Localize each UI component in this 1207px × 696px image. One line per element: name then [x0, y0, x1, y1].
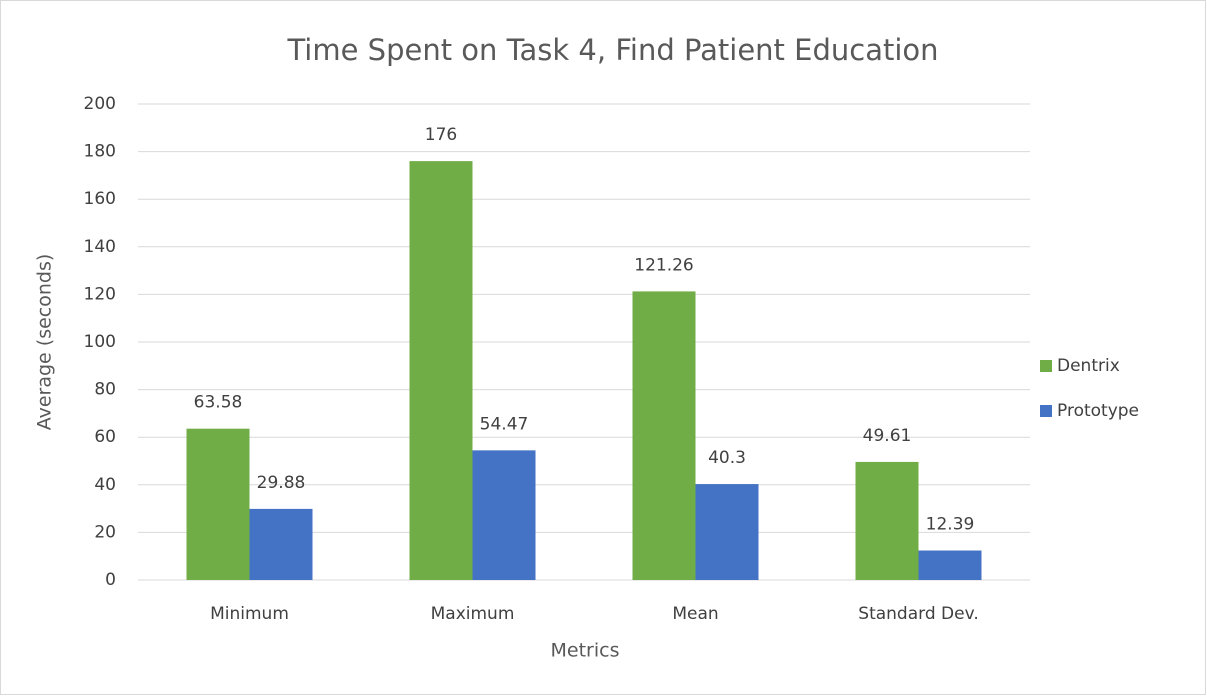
y-tick-label: 140 [84, 237, 116, 257]
y-axis-label: Average (seconds) [34, 254, 56, 431]
bar [695, 484, 759, 580]
data-label: 121.26 [634, 255, 693, 275]
y-tick-label: 200 [84, 94, 116, 114]
chart-title: Time Spent on Task 4, Find Patient Educa… [286, 33, 938, 67]
x-tick-label: Maximum [431, 604, 515, 624]
legend-swatch [1040, 405, 1052, 417]
x-tick-label: Minimum [210, 604, 289, 624]
data-label: 49.61 [863, 426, 912, 446]
legend-swatch [1040, 360, 1052, 372]
x-tick-label: Mean [672, 604, 718, 624]
bar [186, 428, 250, 580]
y-tick-label: 120 [84, 284, 116, 304]
y-tick-label: 40 [94, 475, 116, 495]
x-axis-label: Metrics [551, 640, 620, 662]
bar [409, 161, 473, 580]
y-tick-label: 60 [94, 427, 116, 447]
bar [472, 450, 536, 580]
y-tick-label: 20 [94, 522, 116, 542]
legend-label: Dentrix [1057, 356, 1120, 376]
bar [855, 461, 919, 580]
x-tick-label: Standard Dev. [858, 604, 978, 624]
bar [249, 508, 313, 580]
y-tick-label: 80 [94, 380, 116, 400]
data-label: 63.58 [194, 393, 243, 413]
bar [632, 291, 696, 580]
legend-label: Prototype [1057, 401, 1139, 421]
y-tick-label: 100 [84, 332, 116, 352]
data-label: 40.3 [708, 448, 746, 468]
data-label: 12.39 [926, 515, 975, 535]
bar [918, 550, 982, 580]
y-tick-label: 0 [105, 570, 116, 590]
y-tick-label: 180 [84, 142, 116, 162]
data-label: 54.47 [480, 414, 529, 434]
data-label: 29.88 [257, 473, 306, 493]
data-label: 176 [425, 125, 457, 145]
y-tick-label: 160 [84, 189, 116, 209]
